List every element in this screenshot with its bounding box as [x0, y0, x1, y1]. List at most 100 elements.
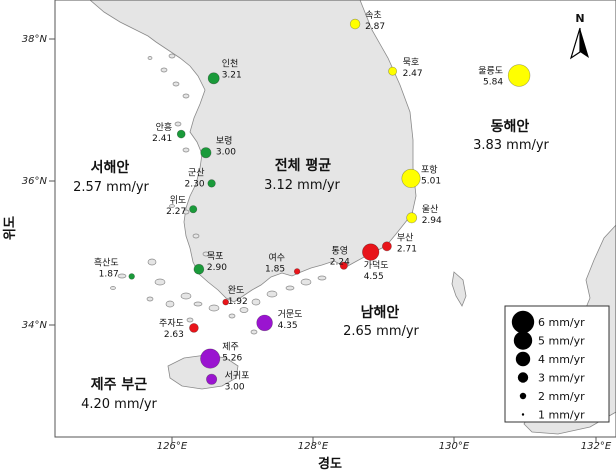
station-value: 2.24 — [330, 258, 350, 268]
station-name: 여수 — [269, 251, 286, 263]
legend-marker — [519, 392, 527, 400]
legend-label: 2 mm/yr — [538, 390, 585, 403]
station-value: 2.94 — [422, 216, 442, 226]
station-name: 안흥 — [156, 121, 173, 133]
station-name: 완도 — [228, 285, 245, 296]
region-rate-east: 3.83 mm/yr — [473, 138, 549, 153]
station-marker — [381, 241, 392, 252]
station-marker — [256, 314, 273, 332]
station-marker — [207, 72, 220, 85]
legend-label: 6 mm/yr — [538, 316, 585, 329]
station-value: 4.55 — [364, 272, 384, 282]
station-marker — [406, 212, 418, 224]
y-tick-label: 34°N — [22, 320, 48, 331]
station-name: 주자도 — [159, 318, 184, 329]
station-marker — [200, 348, 221, 369]
station-value: 2.41 — [152, 134, 172, 144]
map-frame — [54, 0, 616, 438]
station-value: 1.92 — [228, 297, 248, 307]
station-marker — [362, 243, 380, 261]
region-rate-south: 2.65 mm/yr — [343, 324, 419, 339]
station-marker — [388, 66, 397, 76]
tsushima-island — [451, 271, 467, 307]
station-name: 흑산도 — [94, 256, 119, 268]
x-tick-labels: 126°E 128°E 130°E 132°E — [157, 441, 612, 452]
legend-marker — [517, 372, 529, 383]
station-marker — [189, 323, 199, 333]
station-name: 목포 — [207, 251, 224, 262]
station-value: 2.63 — [164, 330, 184, 340]
region-labels: 서해안 2.57 mm/yr 전체 평균 3.12 mm/yr 동해안 3.83… — [73, 118, 549, 412]
station-marker — [222, 298, 229, 306]
station-marker — [293, 268, 301, 275]
station-marker — [189, 205, 198, 214]
station-name: 포항 — [421, 164, 438, 175]
station-name: 제주 — [222, 342, 239, 353]
station-value: 3.00 — [225, 382, 245, 392]
legend-label: 5 mm/yr — [538, 335, 585, 348]
legend-marker — [521, 413, 525, 416]
station-marker — [401, 168, 421, 188]
station-value: 2.87 — [365, 22, 385, 32]
station-marker — [200, 147, 212, 159]
station-name: 보령 — [216, 135, 233, 147]
station-value: 2.27 — [166, 207, 186, 217]
region-name-west: 서해안 — [91, 159, 130, 176]
station-marker — [507, 64, 531, 87]
station-value: 2.90 — [207, 263, 227, 273]
station-marker — [207, 179, 216, 188]
region-name-east: 동해안 — [491, 118, 530, 135]
legend-marker — [511, 310, 535, 334]
station-value: 2.30 — [185, 179, 205, 189]
x-tick-label: 132°E — [581, 441, 612, 452]
station-value: 3.00 — [216, 148, 236, 158]
station-value: 1.87 — [99, 269, 119, 279]
station-name: 울릉도 — [478, 66, 503, 77]
station-value: 2.71 — [397, 244, 417, 254]
station-name: 위도 — [170, 195, 187, 206]
station-name: 인천 — [222, 58, 239, 69]
legend-label: 1 mm/yr — [538, 409, 585, 422]
y-tick-label: 36°N — [22, 176, 48, 187]
station-marker — [206, 373, 218, 385]
station-marker — [176, 129, 186, 139]
x-tick-label: 126°E — [157, 441, 188, 452]
legend-marker — [515, 351, 531, 367]
region-rate-jeju: 4.20 mm/yr — [81, 397, 157, 412]
station-value: 5.01 — [421, 176, 441, 186]
station-value: 1.85 — [265, 264, 285, 274]
axis-ticks — [49, 38, 597, 443]
station-name: 울산 — [422, 204, 439, 215]
jeju-island — [167, 354, 239, 390]
legend-label: 4 mm/yr — [538, 353, 585, 366]
station-name: 가덕도 — [364, 260, 389, 271]
small-islands — [110, 53, 523, 335]
station-marker — [339, 261, 348, 270]
x-tick-label: 128°E — [298, 441, 329, 452]
y-tick-labels: 38°N 36°N 34°N — [22, 34, 48, 331]
station-name: 부산 — [397, 232, 414, 243]
station-name: 서귀포 — [225, 370, 250, 381]
legend-label: 3 mm/yr — [538, 372, 585, 385]
y-axis-title: 위도 — [3, 216, 18, 240]
station-name: 거문도 — [278, 309, 303, 320]
station-value: 2.47 — [403, 69, 423, 79]
region-name-jeju: 제주 부근 — [91, 377, 148, 393]
station-marker — [128, 273, 135, 280]
region-rate-total: 3.12 mm/yr — [264, 178, 340, 193]
north-arrow-icon: N — [569, 12, 589, 60]
station-value: 3.21 — [222, 70, 242, 80]
region-rate-west: 2.57 mm/yr — [73, 180, 149, 195]
station-value: 5.26 — [222, 354, 242, 364]
station-value: 4.35 — [278, 321, 298, 331]
north-arrow-letter: N — [575, 12, 584, 25]
x-tick-label: 130°E — [439, 441, 470, 452]
station-marker — [193, 263, 205, 275]
station-name: 속초 — [365, 10, 382, 21]
y-tick-label: 38°N — [22, 34, 48, 45]
x-axis-title: 경도 — [318, 456, 342, 472]
station-name: 묵호 — [403, 57, 420, 68]
station-name: 군산 — [188, 167, 205, 178]
